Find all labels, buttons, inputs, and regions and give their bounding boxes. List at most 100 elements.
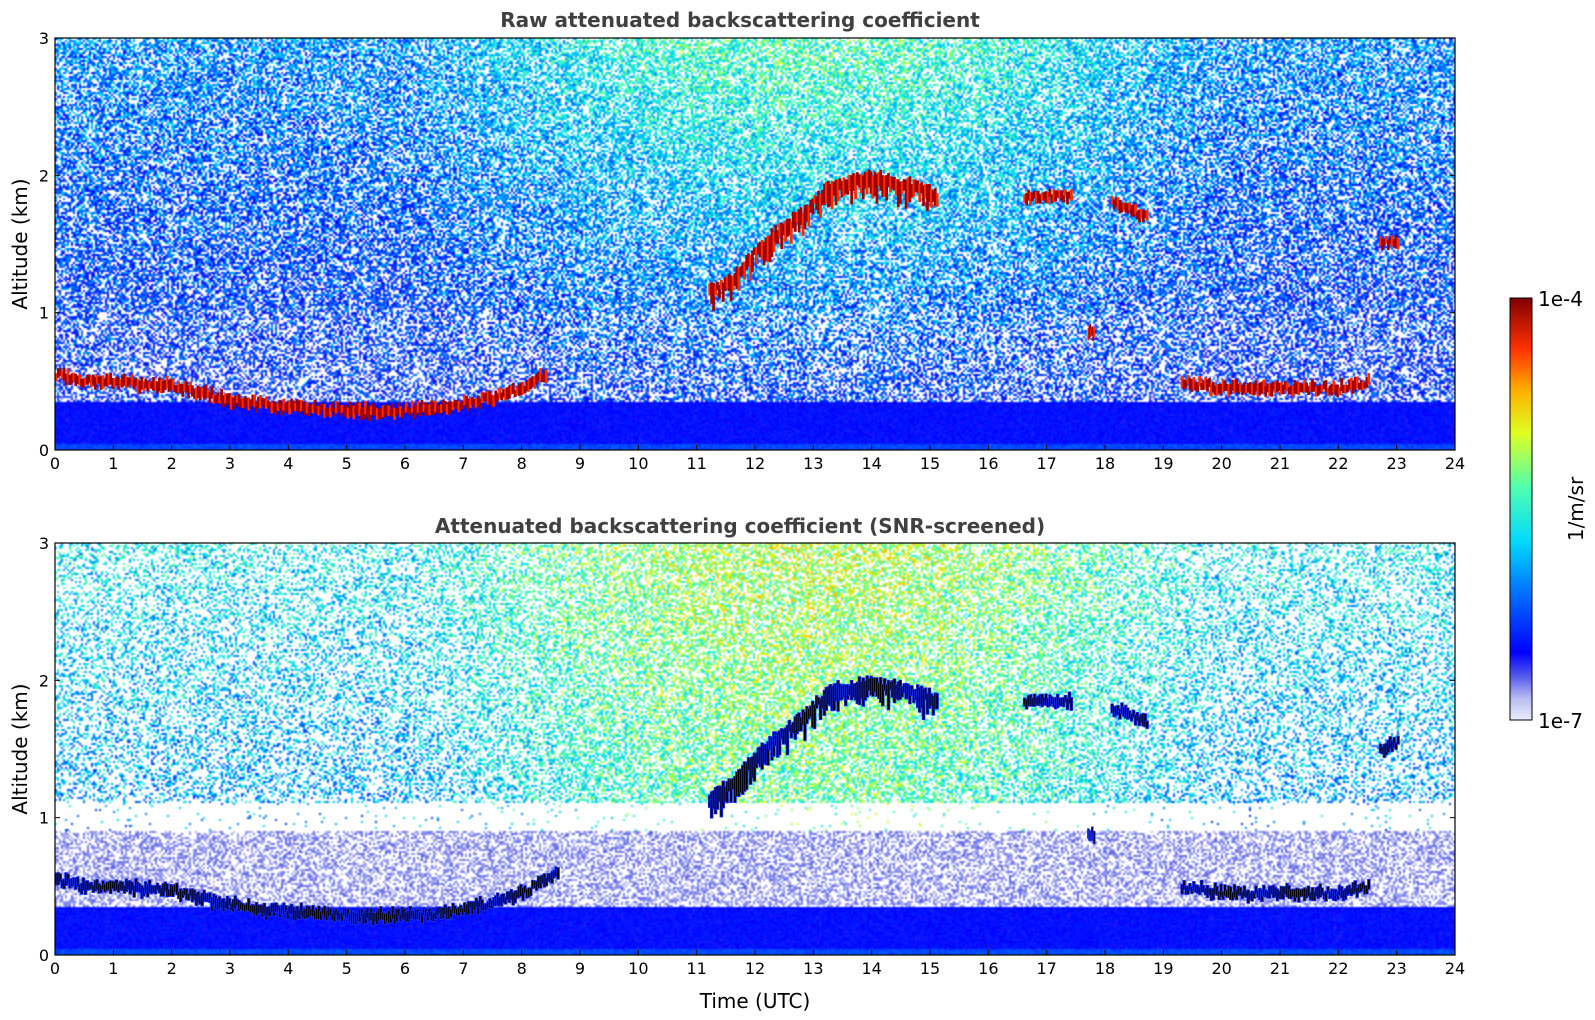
layer-segment <box>860 174 863 193</box>
layer-segment <box>443 401 447 412</box>
layer-segment <box>1056 190 1060 198</box>
layer-segment <box>1367 373 1371 385</box>
panel-title: Attenuated backscattering coefficient (S… <box>435 514 1045 538</box>
colorbar-gradient <box>1510 298 1532 720</box>
x-tick-label: 19 <box>1153 959 1173 978</box>
x-tick-label: 12 <box>745 959 765 978</box>
layer-segment <box>350 405 354 417</box>
layer-segment <box>823 183 826 205</box>
layer-segment <box>1241 385 1244 396</box>
layer-segment <box>545 370 548 384</box>
layer-segment <box>323 404 326 418</box>
x-tick-label: 21 <box>1270 454 1290 473</box>
layer-segment <box>729 275 733 301</box>
layer-segment <box>482 392 486 402</box>
layer-segment <box>434 401 437 413</box>
layer-segment <box>364 400 367 415</box>
layer-segment <box>875 173 879 204</box>
layer-segment <box>247 397 251 411</box>
layer-segment <box>1136 211 1139 220</box>
layer-segment <box>529 377 533 389</box>
y-tick-label: 0 <box>39 441 49 460</box>
layer-segment <box>105 373 109 387</box>
layer-segment <box>725 276 729 289</box>
layer-segment <box>179 384 183 394</box>
layer-segment <box>1219 383 1223 395</box>
layer-segment <box>169 378 173 391</box>
layer-segment <box>852 173 855 191</box>
layer-segment <box>1182 880 1186 891</box>
x-tick-label: 4 <box>283 959 293 978</box>
layer-segment <box>142 381 146 391</box>
layer-segment <box>377 408 381 418</box>
layer-segment <box>1260 381 1264 394</box>
layer-segment <box>228 393 231 405</box>
layer-segment <box>924 184 927 199</box>
layer-segment <box>1330 383 1334 396</box>
layer-segment <box>381 405 385 418</box>
layer-segment <box>861 175 865 200</box>
layer-segment <box>889 176 892 193</box>
layer-segment <box>832 181 836 196</box>
layer-segment <box>368 407 371 421</box>
layer-segment <box>1276 380 1279 392</box>
layer-segment <box>210 386 214 399</box>
layer-segment <box>476 395 480 407</box>
layer-segment <box>895 179 898 196</box>
layer-segment <box>836 179 840 202</box>
layer-segment <box>115 376 118 386</box>
layer-segment <box>1141 210 1145 223</box>
layer-segment <box>825 182 828 204</box>
layer-segment <box>1262 379 1266 391</box>
layer-segment <box>1116 197 1120 211</box>
layer-segment <box>74 373 78 386</box>
x-tick-label: 23 <box>1386 454 1406 473</box>
layer-segment <box>784 221 787 242</box>
layer-segment <box>908 176 912 203</box>
layer-segment <box>785 724 790 756</box>
x-tick-label: 15 <box>920 959 940 978</box>
layer-segment <box>1299 382 1303 393</box>
layer-segment <box>336 402 340 412</box>
x-tick-label: 13 <box>803 454 823 473</box>
layer-segment <box>171 379 175 390</box>
layer-segment <box>1190 379 1194 392</box>
layer-segment <box>1326 886 1330 895</box>
x-tick-label: 8 <box>517 454 527 473</box>
layer-segment <box>523 386 527 394</box>
x-tick-label: 3 <box>225 959 235 978</box>
layer-segment <box>1069 697 1074 711</box>
layer-segment <box>259 395 262 409</box>
layer-segment <box>1058 190 1061 199</box>
layer-segment <box>786 218 789 237</box>
layer-segment <box>1254 380 1258 392</box>
layer-segment <box>1272 381 1275 389</box>
x-tick-label: 1 <box>108 959 118 978</box>
layer-segment <box>541 374 544 382</box>
layer-segment <box>1305 382 1308 393</box>
layer-segment <box>737 267 741 291</box>
layer-segment <box>161 381 165 393</box>
layer-segment <box>84 378 87 385</box>
layer-segment <box>1143 713 1148 728</box>
layer-segment <box>811 198 815 215</box>
layer-segment <box>387 405 391 417</box>
layer-segment <box>854 175 857 200</box>
layer-segment <box>469 397 472 408</box>
layer-segment <box>253 394 256 408</box>
layer-segment <box>809 199 813 213</box>
layer-segment <box>1196 382 1200 392</box>
layer-segment <box>1110 196 1114 205</box>
layer-segment <box>770 228 774 257</box>
layer-segment <box>165 375 169 389</box>
layer-segment <box>150 381 153 389</box>
layer-segment <box>342 406 346 417</box>
layer-segment <box>373 406 377 417</box>
layer-segment <box>1237 383 1240 394</box>
layer-segment <box>733 273 737 286</box>
layer-segment <box>850 175 853 205</box>
layer-segment <box>1365 377 1369 388</box>
layer-segment <box>422 403 426 412</box>
layer-segment <box>928 183 931 202</box>
layer-segment <box>758 241 762 258</box>
